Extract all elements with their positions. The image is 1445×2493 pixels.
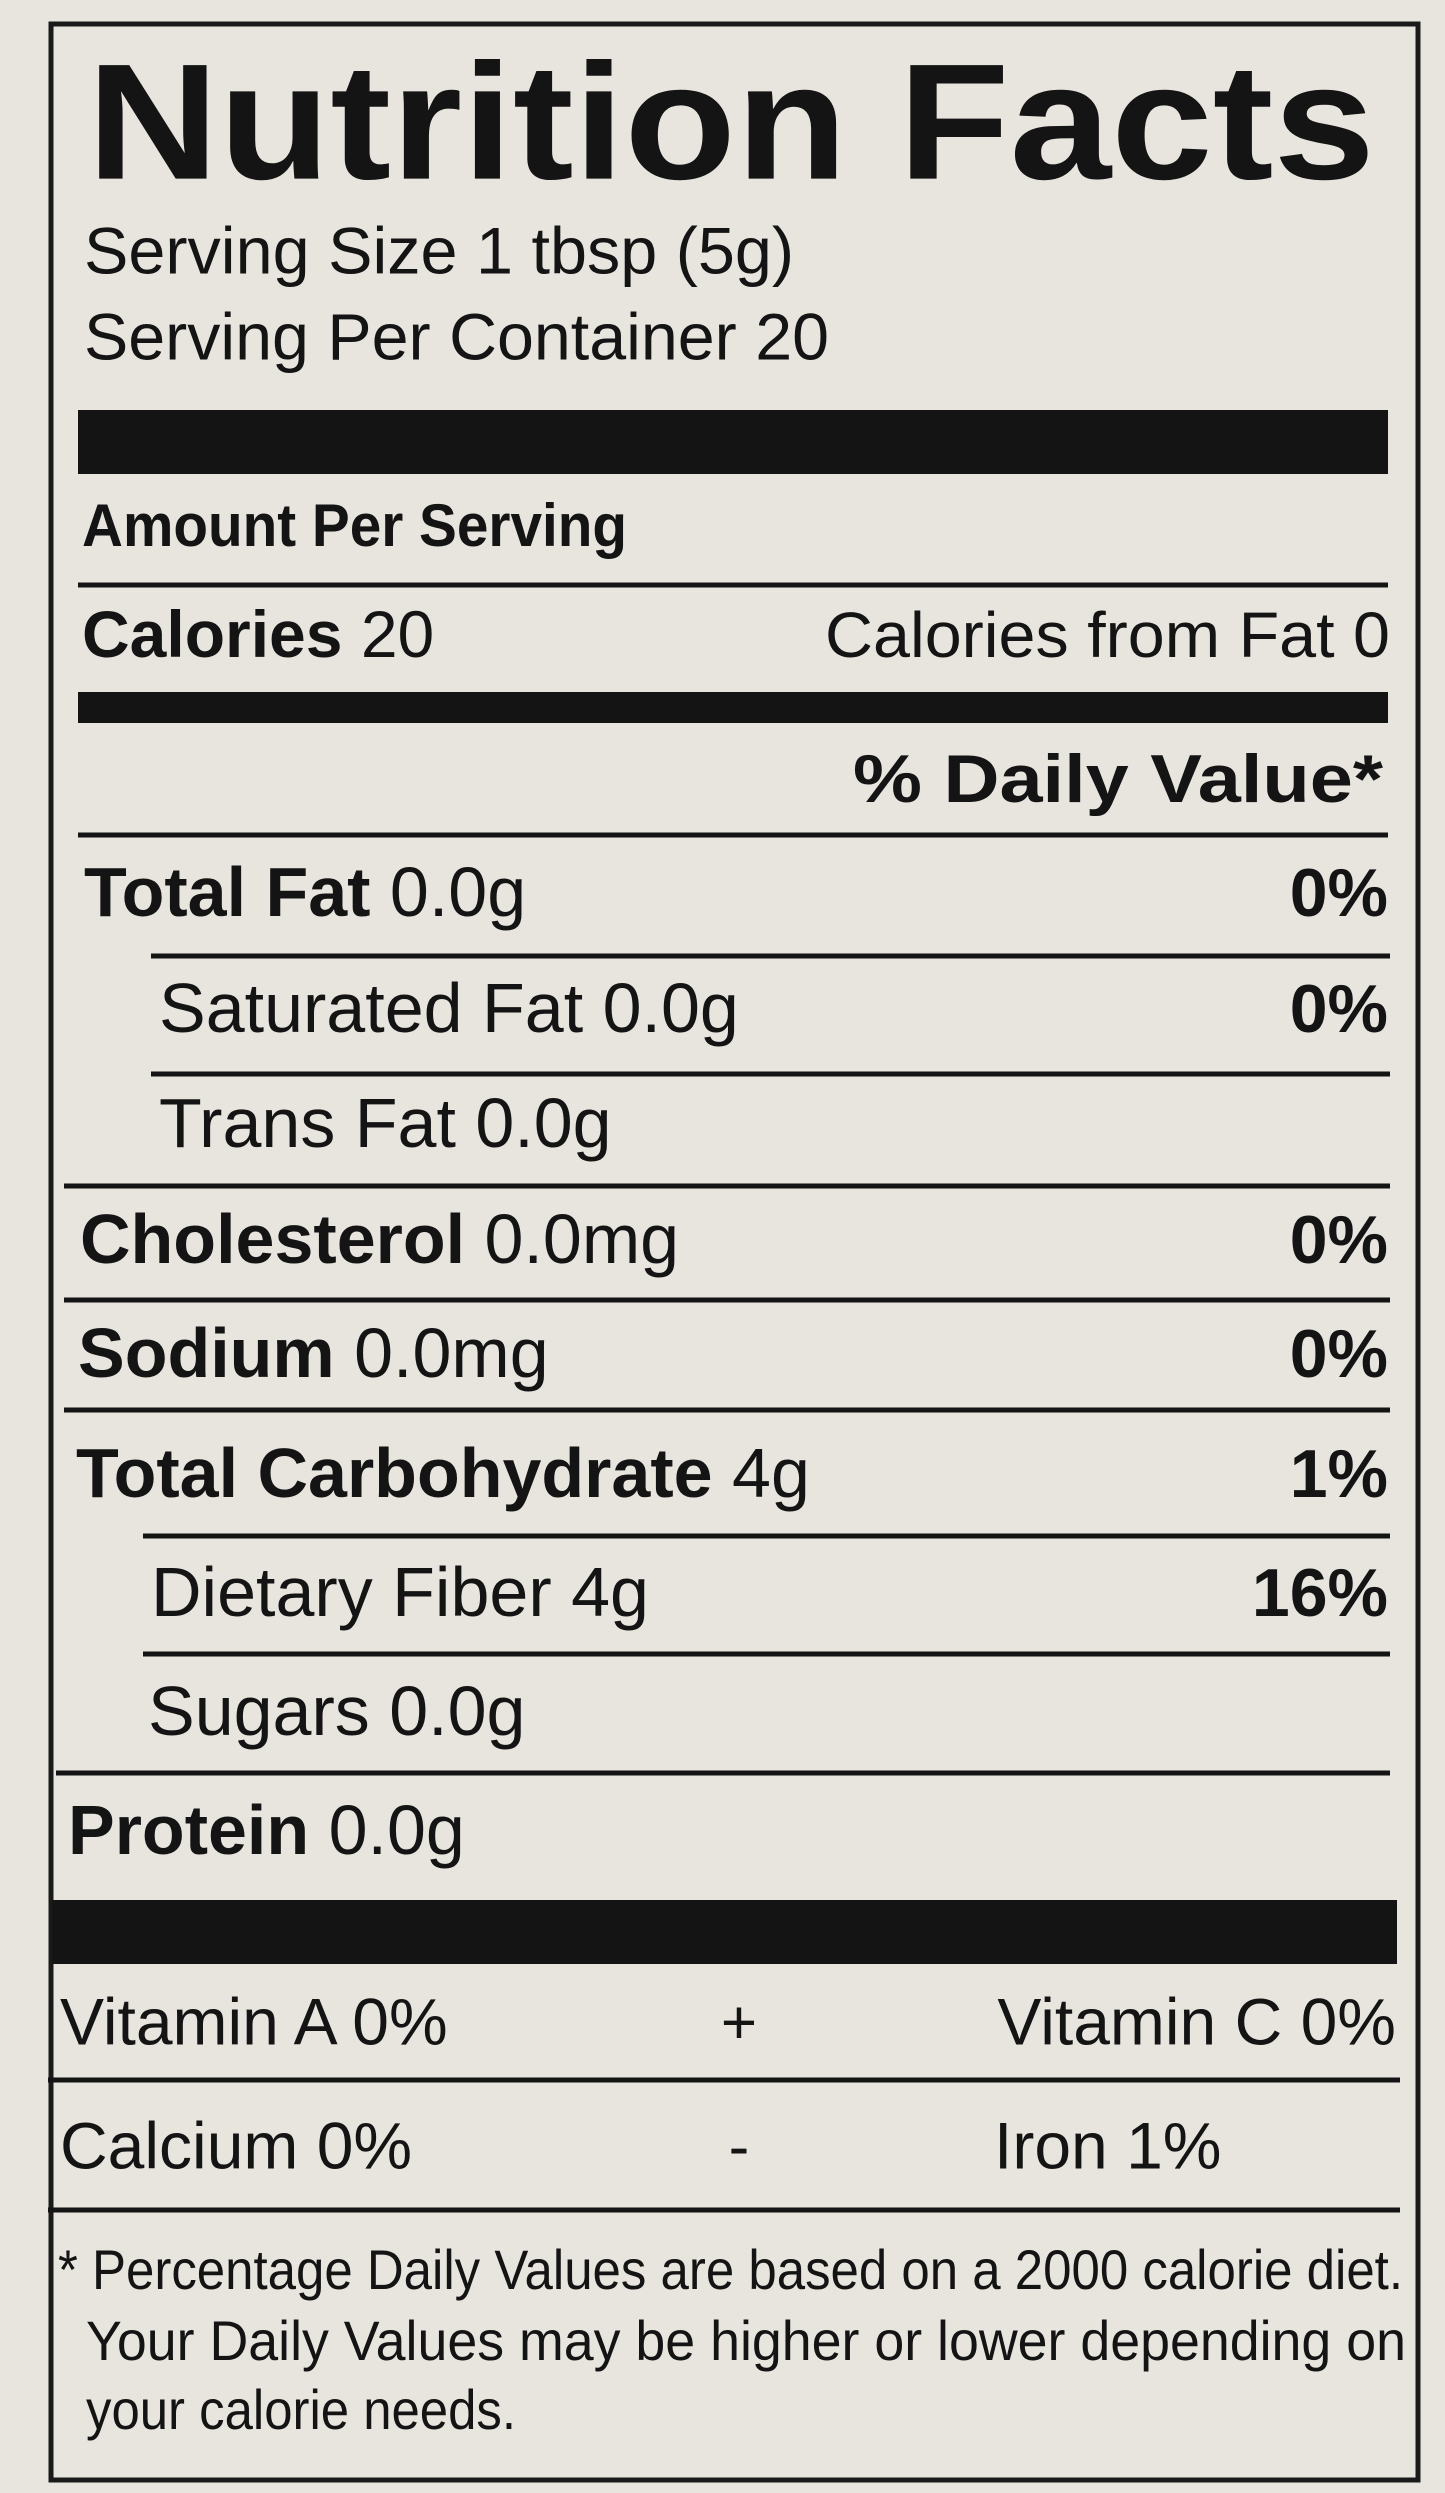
serving-size: Serving Size 1 tbsp (5g)	[84, 213, 794, 287]
footnote-line: * Percentage Daily Values are based on a…	[58, 2238, 1403, 2301]
title: Nutrition Facts	[87, 30, 1375, 214]
nutrient-row: Sodium 0.0mg	[78, 1314, 549, 1392]
calories-amount: 20	[361, 597, 434, 671]
nutrient-row: Total Fat 0.0g	[84, 853, 526, 931]
vitamin-right: Iron 1%	[994, 2108, 1221, 2182]
nutrient-label: Dietary Fiber	[151, 1553, 552, 1631]
amount-per-serving: Amount Per Serving	[82, 492, 627, 559]
label-border	[48, 21, 1421, 2483]
nutrient-row: Protein 0.0g	[68, 1791, 465, 1869]
calories-from-fat: Calories from Fat 0	[825, 599, 1390, 671]
nutrient-amount: 0.0g	[389, 1672, 525, 1750]
nutrient-amount: 0.0mg	[354, 1314, 549, 1392]
nutrient-label: Saturated Fat	[159, 969, 583, 1047]
nutrient-amount: 0.0mg	[485, 1200, 680, 1278]
nutrient-amount: 4g	[571, 1553, 649, 1631]
daily-value: 0%	[1290, 855, 1388, 931]
nutrient-amount: 0.0g	[475, 1084, 611, 1162]
vitamin-rows: Vitamin A 0% + Vitamin C 0% Calcium 0% - Iron…	[48, 1984, 1400, 2213]
footnote-line: your calorie needs.	[86, 2378, 516, 2441]
servings-per-container: Serving Per Container 20	[84, 299, 829, 373]
nutrient-amount: 4g	[732, 1434, 810, 1512]
daily-value: 0%	[1290, 1316, 1388, 1392]
nutrient-label: Trans Fat	[159, 1084, 456, 1162]
nutrient-row: Sugars 0.0g	[148, 1672, 526, 1750]
nutrient-label: Total Carbohydrate	[76, 1434, 713, 1512]
separator: -	[729, 2112, 750, 2181]
nutrient-row: Total Carbohydrate 4g	[76, 1434, 810, 1512]
nutrient-rows: Total Fat 0.0g 0% Saturated Fat 0.0g 0% Tran…	[56, 853, 1390, 1869]
thick-rule	[78, 410, 1388, 474]
footnote-line: Your Daily Values may be higher or lower…	[86, 2309, 1406, 2372]
separator: +	[721, 1988, 757, 2057]
footnote: * Percentage Daily Values are based on a…	[58, 2238, 1406, 2441]
nutrient-label: Cholesterol	[80, 1200, 465, 1278]
calories-label: Calories	[82, 597, 342, 671]
daily-value-header: % Daily Value*	[853, 741, 1384, 817]
nutrient-row: Cholesterol 0.0mg	[80, 1200, 679, 1278]
nutrient-label: Sugars	[148, 1672, 370, 1750]
nutrient-row: Trans Fat 0.0g	[159, 1084, 612, 1162]
vitamin-right: Vitamin C 0%	[997, 1984, 1396, 2058]
nutrient-row: Saturated Fat 0.0g	[159, 969, 739, 1047]
nutrient-amount: 0.0g	[390, 853, 526, 931]
nutrient-amount: 0.0g	[603, 969, 739, 1047]
nutrient-row: Dietary Fiber 4g	[151, 1553, 649, 1631]
vitamin-left: Vitamin A 0%	[60, 1984, 448, 2058]
daily-value: 1%	[1290, 1436, 1388, 1512]
nutrient-label: Sodium	[78, 1314, 335, 1392]
medium-rule	[78, 692, 1388, 723]
nutrient-label: Total Fat	[84, 853, 370, 931]
nutrient-label: Protein	[68, 1791, 309, 1869]
daily-value: 0%	[1290, 1202, 1388, 1278]
nutrient-amount: 0.0g	[329, 1791, 465, 1869]
daily-value: 16%	[1252, 1555, 1388, 1631]
calories-row: Calories 20	[82, 597, 434, 671]
vitamin-left: Calcium 0%	[60, 2108, 412, 2182]
daily-value: 0%	[1290, 971, 1388, 1047]
thick-rule	[52, 1900, 1397, 1964]
